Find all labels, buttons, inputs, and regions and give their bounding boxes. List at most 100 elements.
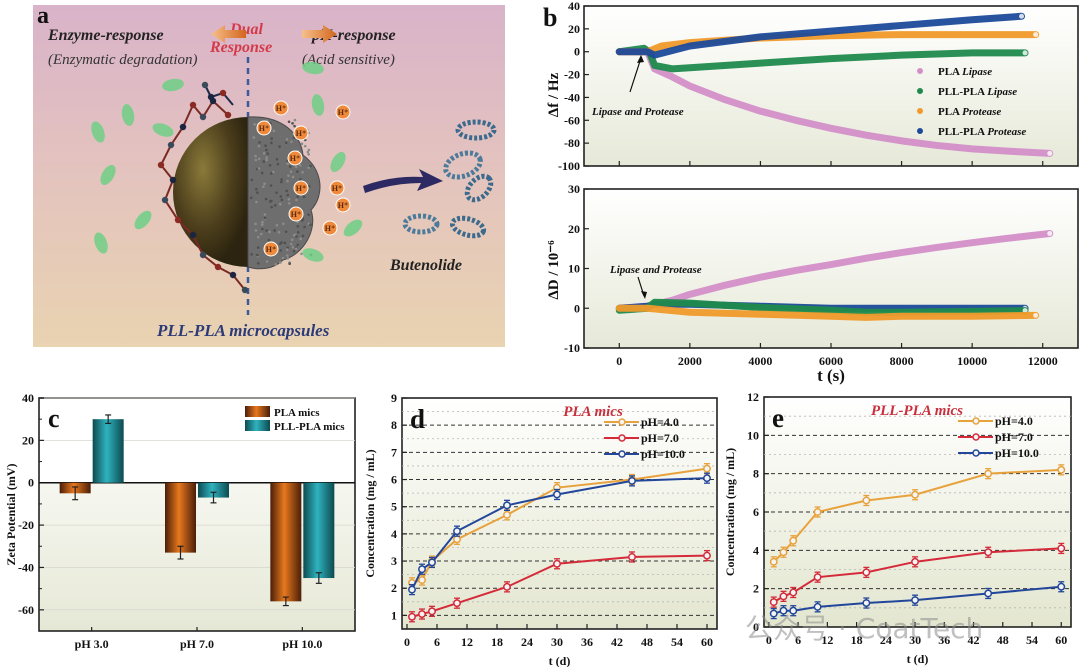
x-tick-label: 6 — [434, 635, 440, 649]
atom-node — [170, 177, 176, 183]
pore-dot — [268, 239, 271, 242]
chart-dissipation: 30 20 10 0 -10 0 2000 4000 6000 8000 10000 12000 Lip… — [540, 180, 1080, 390]
pore-dot — [250, 197, 253, 200]
pore-dot — [295, 235, 298, 238]
data-point — [409, 614, 415, 620]
y-tick-label: 8 — [391, 418, 397, 432]
y-tick-label: -40 — [18, 560, 34, 574]
pore-dot — [279, 261, 282, 264]
schematic-illustration: H⁺ H⁺H⁺H⁺H⁺H⁺ H⁺H⁺H⁺H⁺H⁺ — [33, 5, 505, 347]
pore-dot — [265, 229, 268, 232]
data-point — [985, 590, 991, 596]
y-tick-label: -60 — [18, 603, 34, 617]
atom-node — [168, 142, 174, 148]
bar-pll-pla-mics — [93, 419, 124, 483]
data-point — [912, 559, 918, 565]
x-tick-label: 48 — [641, 635, 653, 649]
pore-dot — [266, 152, 269, 155]
y-tick-label: -10 — [564, 341, 580, 355]
data-point — [780, 593, 786, 599]
y-tick-label: 0 — [574, 45, 580, 59]
y-tick-label: 9 — [391, 391, 397, 405]
pore-dot — [275, 191, 278, 194]
pore-dot — [293, 250, 296, 253]
pore-dot — [291, 122, 294, 125]
legend-marker — [917, 68, 923, 74]
bar-pla-mics — [165, 483, 196, 553]
x-tick-label: 4000 — [748, 354, 772, 368]
data-point — [814, 574, 820, 580]
proton-label: H⁺ — [276, 104, 286, 113]
pore-dot — [264, 217, 267, 220]
data-point — [863, 569, 869, 575]
x-tick-label: 54 — [671, 635, 683, 649]
legend-label: PLL-PLA mics — [274, 421, 345, 433]
pore-dot — [250, 253, 253, 256]
pore-dot — [265, 198, 268, 201]
pore-dot — [287, 257, 290, 260]
y-tick-label: 6 — [753, 505, 759, 519]
legend-label: pH=4.0 — [995, 414, 1033, 428]
x-tick-label: 30 — [551, 635, 563, 649]
y-tick-label: 0 — [574, 301, 580, 315]
watermark: 公众号 · CoatTech — [745, 607, 983, 647]
pore-dot — [288, 202, 291, 205]
bacteria-icon — [131, 208, 154, 233]
legend-label-plain: PLL-PLA — [938, 86, 987, 98]
data-point — [704, 475, 710, 481]
pore-dot — [278, 145, 281, 148]
pore-dot — [304, 145, 307, 148]
pore-dot — [297, 231, 300, 234]
pore-dot — [262, 185, 265, 188]
x-tick-label: 36 — [581, 635, 593, 649]
pore-dot — [289, 165, 292, 168]
pore-dot — [282, 257, 285, 260]
x-tick-label: 60 — [1055, 633, 1067, 647]
data-point — [429, 559, 435, 565]
y-tick-label: -80 — [564, 136, 580, 150]
x-tick-label: 42 — [611, 635, 623, 649]
data-point — [863, 497, 869, 503]
bacteria-icon — [89, 120, 108, 145]
pore-dot — [257, 236, 260, 239]
y-tick-label: 4 — [391, 527, 397, 541]
data-point — [814, 509, 820, 515]
panel-letter-e: e — [772, 403, 784, 433]
pore-dot — [273, 229, 276, 232]
pore-dot — [270, 206, 273, 209]
atom-node — [208, 94, 214, 100]
atom-node — [190, 102, 196, 108]
pore-dot — [308, 149, 311, 152]
x-tick-label: 24 — [521, 635, 533, 649]
data-point — [454, 536, 460, 542]
x-tick-label: 0 — [616, 354, 622, 368]
y-tick-label: 5 — [391, 500, 397, 514]
pore-dot — [258, 158, 261, 161]
data-point — [419, 577, 425, 583]
x-tick-label: 8000 — [890, 354, 914, 368]
pore-dot — [257, 246, 260, 249]
legend-marker — [973, 418, 979, 424]
x-tick-label: 60 — [701, 635, 713, 649]
y-tick-label: 20 — [22, 433, 34, 447]
legend-label: pH=7.0 — [995, 430, 1033, 444]
pore-dot — [290, 243, 293, 246]
y-tick-label: -20 — [18, 518, 34, 532]
bacteria-icon — [301, 60, 325, 76]
data-point — [429, 608, 435, 614]
legend-label: PLA mics — [274, 407, 320, 419]
legend-label-italic: Lipase — [961, 66, 992, 78]
proton-label: H⁺ — [296, 129, 306, 138]
pore-dot — [280, 178, 283, 181]
chart-pla-release: 1234567890 6 12 18 24 30 36 42 48 54 60pH=4.0pH=7.… — [360, 380, 730, 667]
legend-label: pH=7.0 — [641, 431, 679, 445]
data-point — [629, 554, 635, 560]
pore-dot — [297, 243, 300, 246]
pore-dot — [302, 235, 305, 238]
pore-dot — [270, 137, 273, 140]
pore-dot — [284, 242, 287, 245]
legend-marker — [917, 128, 923, 134]
pore-dot — [278, 231, 281, 234]
data-point — [419, 566, 425, 572]
pore-dot — [295, 248, 298, 251]
